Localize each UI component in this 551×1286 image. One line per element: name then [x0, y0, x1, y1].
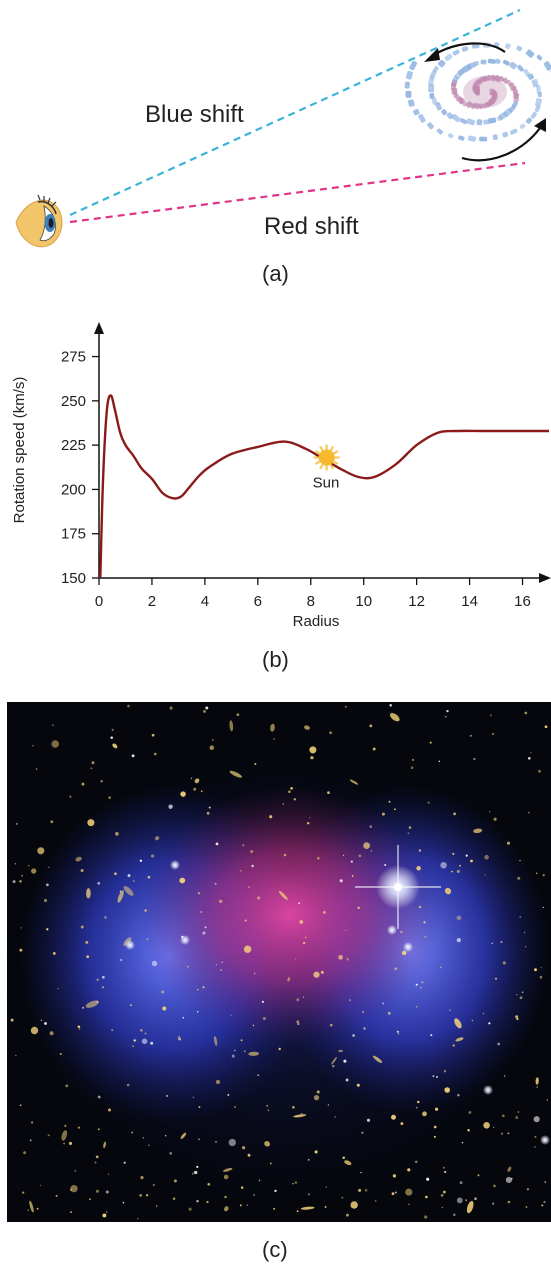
- y-tick-label: 275: [61, 349, 86, 366]
- x-ticks: 0 2 4 6 8 10 12 14 16: [95, 578, 531, 610]
- eye-icon: [15, 194, 63, 248]
- x-tick-label: 2: [148, 593, 156, 610]
- x-tick-label: 10: [355, 593, 372, 610]
- panel-b-rotation-curve: 150 175 200 225 250 275 0 2 4 6 8 10 12 14 16 Sun Rot…: [0, 300, 551, 685]
- x-tick-label: 6: [254, 593, 262, 610]
- blue-shift-sight-line: [69, 8, 521, 217]
- y-axis-title: Rotation speed (km/s): [11, 377, 28, 524]
- bright-star-icon: [355, 845, 441, 929]
- pink-gas-cloud: [140, 785, 440, 1045]
- y-ticks: 150 175 200 225 250 275: [61, 349, 99, 587]
- spiral-galaxy-icon: [404, 42, 551, 142]
- galaxy-cluster-image: (c): [0, 702, 551, 1262]
- x-tick-label: 0: [95, 593, 103, 610]
- sun-label: Sun: [313, 475, 340, 492]
- caption-a: (a): [262, 261, 289, 286]
- panel-c-cluster-image: (c): [0, 685, 551, 1286]
- y-tick-label: 250: [61, 393, 86, 410]
- sun-icon: [313, 444, 340, 471]
- blue-shift-label: Blue shift: [145, 101, 244, 128]
- rotation-arrow-bottom-icon: [461, 118, 546, 162]
- caption-c: (c): [262, 1237, 288, 1262]
- panel-a-doppler-diagram: Blue shift Red shift (a): [0, 0, 551, 300]
- red-shift-sight-line: [69, 161, 526, 224]
- x-axis-arrow-icon: [539, 573, 551, 583]
- caption-b: (b): [262, 647, 289, 672]
- x-tick-label: 12: [408, 593, 425, 610]
- x-tick-label: 16: [514, 593, 531, 610]
- x-tick-label: 14: [461, 593, 478, 610]
- y-tick-label: 175: [61, 526, 86, 543]
- rotation-arrow-top-icon: [424, 42, 506, 62]
- rotation-curve-chart: 150 175 200 225 250 275 0 2 4 6 8 10 12 14 16 Sun Rot…: [11, 322, 551, 672]
- rotation-curve-line: [99, 394, 549, 579]
- x-axis-title: Radius: [293, 613, 340, 630]
- starfield: [10, 704, 550, 1220]
- y-tick-label: 150: [61, 570, 86, 587]
- x-tick-label: 8: [307, 593, 315, 610]
- red-shift-label: Red shift: [264, 213, 359, 240]
- y-tick-label: 225: [61, 437, 86, 454]
- doppler-diagram-svg: Blue shift Red shift (a): [15, 8, 551, 286]
- y-axis-arrow-icon: [94, 322, 104, 334]
- x-tick-label: 4: [201, 593, 209, 610]
- y-tick-label: 200: [61, 481, 86, 498]
